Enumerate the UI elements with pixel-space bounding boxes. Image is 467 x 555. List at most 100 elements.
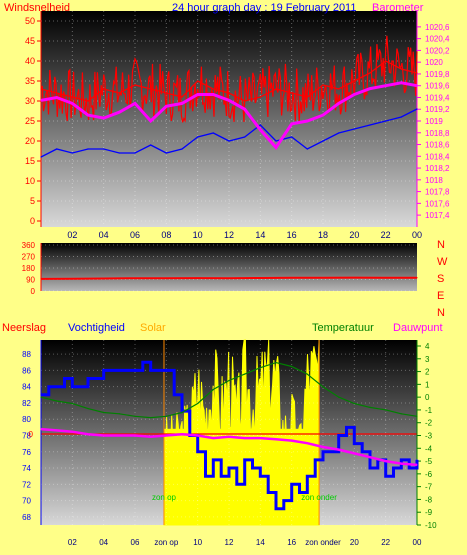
data-point: [385, 60, 387, 62]
right-tick-label: 3: [425, 355, 430, 364]
left-tick-label: 78: [22, 432, 31, 441]
data-point: [259, 129, 261, 131]
data-point: [118, 92, 120, 94]
data-point: [275, 140, 277, 142]
data-point: [228, 277, 230, 279]
data-point: [71, 278, 73, 280]
data-point: [416, 459, 418, 461]
data-point: [40, 278, 42, 280]
left-tick-label: 360: [22, 241, 36, 250]
data-point: [95, 377, 97, 380]
data-point: [103, 117, 105, 119]
data-point: [291, 365, 293, 368]
data-point: [353, 452, 355, 454]
left-tick-label: 88: [22, 350, 31, 359]
right-tick-label: 1020: [425, 58, 443, 67]
data-point: [134, 434, 136, 437]
data-point: [165, 152, 167, 154]
data-point: [275, 146, 277, 149]
data-point: [400, 82, 402, 84]
data-point: [87, 114, 89, 116]
x-tick-label: 04: [99, 230, 109, 240]
left-tick-label: 45: [25, 36, 35, 46]
right-tick-label: -9: [425, 508, 433, 517]
data-point: [298, 491, 301, 494]
data-point: [267, 491, 269, 494]
data-point: [322, 277, 324, 279]
data-point: [322, 386, 324, 388]
sunrise-label: zon op: [152, 493, 177, 502]
data-point: [369, 406, 371, 408]
data-point: [259, 367, 261, 369]
solar-area: [163, 339, 320, 526]
x-tick-label: 02: [68, 538, 77, 547]
rain-zero-label: 0: [29, 430, 34, 439]
data-point: [416, 108, 418, 110]
wind-direction-series: [40, 276, 418, 280]
data-point: [134, 152, 136, 154]
right-tick-label: 1017,6: [425, 199, 450, 208]
data-point: [322, 446, 324, 448]
data-point: [87, 408, 89, 410]
compass-label: W: [437, 256, 448, 268]
data-point: [251, 467, 254, 469]
data-point: [118, 111, 120, 113]
data-point: [353, 276, 355, 279]
right-tick-label: 1017,4: [425, 211, 450, 220]
left-tick-label: 40: [25, 56, 35, 66]
data-point: [212, 459, 214, 461]
right-tick-label: 1018,4: [425, 152, 450, 161]
data-point: [322, 140, 324, 142]
data-point: [56, 148, 58, 150]
data-point: [165, 92, 167, 94]
right-tick-label: 1019,8: [425, 70, 450, 79]
data-point: [385, 277, 387, 279]
data-point: [40, 88, 42, 90]
data-point: [40, 156, 42, 158]
axis-labels: 051015202530354045501020,61020,41020,210…: [22, 16, 450, 547]
data-point: [353, 443, 355, 445]
data-point: [345, 426, 348, 428]
data-point: [87, 100, 89, 102]
data-point: [385, 409, 387, 411]
data-point: [353, 402, 355, 405]
data-point: [134, 102, 136, 104]
data-point: [338, 434, 340, 437]
right-tick-label: 1020,2: [425, 46, 450, 55]
data-point: [173, 394, 175, 396]
data-point: [392, 467, 395, 469]
data-point: [79, 386, 81, 388]
data-point: [228, 436, 230, 438]
right-tick-label: -4: [425, 444, 433, 453]
data-point: [353, 80, 355, 82]
x-tick-label: 18: [318, 230, 328, 240]
barometer-label: Barometer: [372, 2, 424, 14]
data-point: [275, 88, 277, 90]
data-point: [134, 415, 136, 417]
right-tick-label: 2: [425, 368, 430, 377]
data-point: [150, 417, 152, 419]
wind-direction-plot-area: [41, 243, 417, 291]
data-point: [212, 132, 214, 134]
data-point: [338, 88, 340, 90]
left-tick-label: 50: [25, 16, 35, 26]
right-tick-label: 1017,8: [425, 188, 450, 197]
data-point: [283, 499, 285, 502]
data-point: [40, 396, 42, 398]
data-point: [322, 451, 324, 453]
data-point: [212, 88, 214, 90]
data-point: [118, 369, 120, 372]
data-point: [212, 437, 214, 439]
data-point: [400, 459, 402, 461]
data-point: [369, 88, 371, 90]
data-point: [212, 93, 214, 96]
wind-direction-grid: [40, 243, 417, 292]
left-tick-label: 35: [25, 76, 35, 86]
x-tick-label: 00: [413, 538, 422, 547]
right-tick-label: 1019,4: [425, 93, 450, 102]
data-point: [103, 277, 105, 280]
data-point: [275, 508, 277, 510]
x-tick-label: 06: [130, 230, 140, 240]
data-point: [244, 100, 246, 102]
left-tick-label: 20: [25, 136, 35, 146]
